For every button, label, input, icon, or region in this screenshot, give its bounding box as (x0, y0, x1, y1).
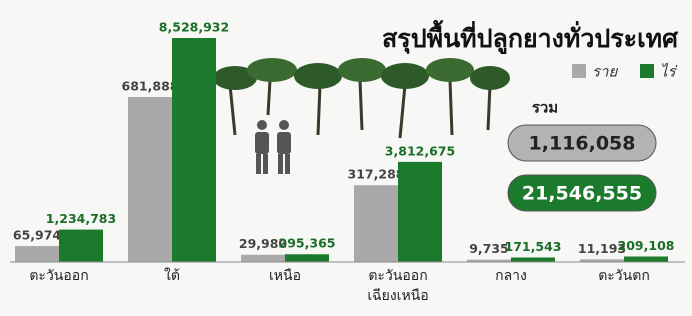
legend-label: ไร่ (660, 63, 678, 81)
x-tick-label: ตะวันตก (564, 266, 684, 286)
bar (241, 255, 285, 262)
total-value: 1,116,058 (529, 133, 636, 155)
value-label: 3,812,675 (385, 143, 455, 158)
x-tick-label: เหนือ (225, 266, 345, 286)
bar (15, 246, 59, 262)
value-label: 65,974 (13, 228, 62, 243)
bar (172, 38, 216, 262)
total-title: รวม (532, 99, 558, 117)
bar (285, 254, 329, 262)
value-label: 209,108 (618, 238, 675, 253)
illustration (213, 58, 510, 174)
bar (59, 230, 103, 262)
legend-label: ราย (592, 63, 618, 81)
value-label: 295,365 (279, 236, 336, 251)
total-value: 21,546,555 (522, 183, 642, 205)
x-tick-label: กลาง (451, 266, 571, 286)
value-label: 9,735 (469, 241, 509, 256)
value-label: 681,888 (122, 79, 179, 94)
value-label: 1,234,783 (46, 211, 116, 226)
value-label: 8,528,932 (159, 20, 229, 35)
x-tick-label: ตะวันออก เฉียงเหนือ (338, 266, 458, 306)
value-label: 317,288 (348, 167, 405, 182)
legend-swatch (572, 64, 586, 78)
bar (398, 162, 442, 262)
legend-swatch (640, 64, 654, 78)
bar (511, 257, 555, 262)
value-label: 171,543 (505, 239, 562, 254)
chart-title: สรุปพื้นที่ปลูกยางทั่วประเทศ (382, 19, 679, 55)
x-tick-label: ตะวันออก (0, 266, 119, 286)
bar (354, 185, 398, 262)
bar (128, 97, 172, 262)
bar (624, 257, 668, 262)
x-tick-label: ใต้ (112, 266, 232, 286)
infographic: สรุปพื้นที่ปลูกยางทั่วประเทศ รวม 65,974 6… (0, 0, 692, 316)
